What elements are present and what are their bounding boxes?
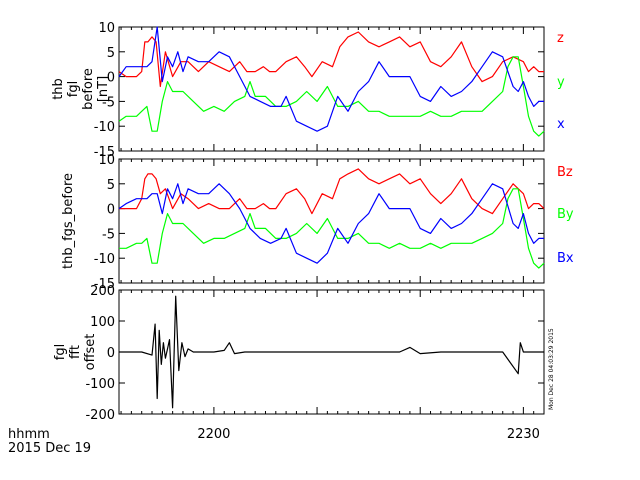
y-tick-label: -100 xyxy=(85,377,115,392)
panel-thb-fgs-before: -15 -10 -5 0 5 10 Bz By Bx thb_fgs_before xyxy=(61,153,574,292)
y-tick-label: -10 xyxy=(94,252,115,267)
y-tick-label: 0 xyxy=(107,346,115,361)
y-tick-label: 100 xyxy=(90,315,115,330)
legend-entry-x: x xyxy=(557,117,565,132)
x-tick-label: 2230 xyxy=(507,427,540,442)
y-tick-label: -15 xyxy=(94,145,115,160)
y-axis-label-line3: before xyxy=(81,68,96,110)
y-tick-label: -5 xyxy=(102,95,115,110)
series-line-y xyxy=(118,56,545,137)
series-group xyxy=(119,295,544,409)
legend-entry-Bz: Bz xyxy=(557,165,573,180)
legend-entry-y: y xyxy=(557,75,565,90)
legend-entry-z: z xyxy=(557,31,564,46)
y-tick-label: 10 xyxy=(98,153,115,168)
x-ticks xyxy=(120,27,545,151)
series-line-By xyxy=(119,188,545,269)
y-tick-label: 10 xyxy=(98,21,115,36)
legend-entry-Bx: Bx xyxy=(557,251,574,266)
panel-frame xyxy=(118,158,545,284)
legend: Bz By Bx xyxy=(557,165,574,266)
y-tick-label: 200 xyxy=(90,284,115,299)
y-tick-label: -200 xyxy=(85,408,115,423)
x-axis-label-date: 2015 Dec 19 xyxy=(8,441,91,456)
y-ticks: -15 -10 -5 0 5 10 xyxy=(94,21,544,160)
series-line-z xyxy=(118,31,544,88)
x-ticks xyxy=(120,290,545,414)
legend: z y x xyxy=(557,31,565,132)
legend-entry-By: By xyxy=(557,207,574,222)
series-group xyxy=(118,168,545,269)
x-axis-label-hhmm: hhmm xyxy=(8,427,50,442)
series-line-Bx xyxy=(118,183,544,264)
y-ticks: -200 -100 0 100 200 xyxy=(85,284,544,423)
y-tick-label: 5 xyxy=(107,178,115,193)
x-ticks xyxy=(120,159,545,283)
series-line-Bz xyxy=(119,168,545,215)
series-line-offset xyxy=(119,295,544,409)
y-tick-label: 0 xyxy=(107,203,115,218)
y-axis-label-line2: fft xyxy=(68,345,83,359)
panel-fgl-fft-offset: -200 -100 0 100 200 fgl fft offset xyxy=(53,284,545,423)
y-axis-label-line1: fgl xyxy=(53,344,68,360)
y-tick-label: 0 xyxy=(107,71,115,86)
y-axis-label-line4: [nT] xyxy=(96,76,111,102)
y-tick-label: 5 xyxy=(107,46,115,61)
x-tick-label: 2200 xyxy=(197,427,230,442)
y-axis-label-line2: fgl xyxy=(66,81,81,97)
y-axis-label: thb_fgs_before xyxy=(61,173,76,269)
y-ticks: -15 -10 -5 0 5 10 xyxy=(94,153,544,292)
series-group xyxy=(118,26,545,137)
y-tick-label: -5 xyxy=(102,227,115,242)
y-axis-label-line1: thb xyxy=(51,78,66,100)
y-tick-label: -15 xyxy=(94,277,115,292)
series-line-x xyxy=(118,26,544,132)
y-axis-label-line3: offset xyxy=(83,334,98,371)
panel-frame xyxy=(118,26,545,152)
timestamp-label: Mon Dec 28 04:03:29 2015 xyxy=(548,328,555,410)
panel-thb-fgl-before: -15 -10 -5 0 5 10 z y x thb fgl before [nT] xyxy=(51,21,565,160)
x-tick-labels: 2200 2230 xyxy=(197,427,540,442)
y-tick-label: -10 xyxy=(94,120,115,135)
